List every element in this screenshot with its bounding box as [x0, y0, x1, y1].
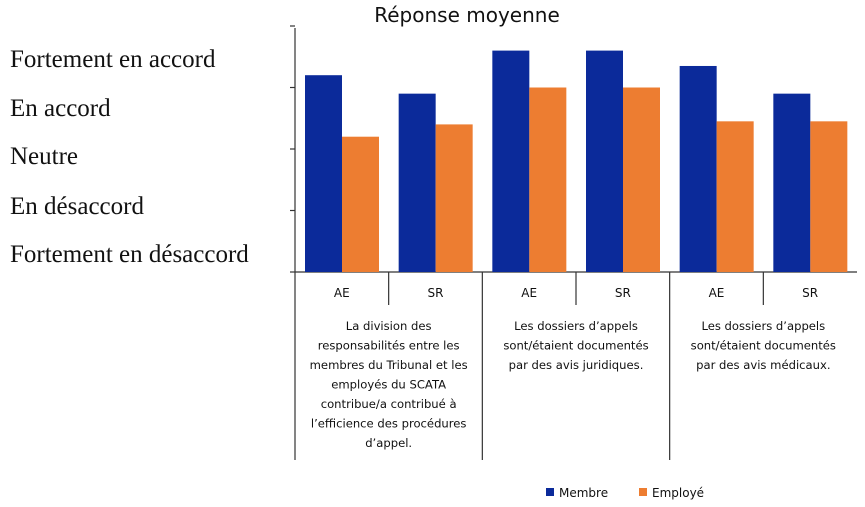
x-tick-label: SR	[428, 286, 444, 300]
y-scale-label: Fortement en désaccord	[10, 241, 249, 268]
group-label-line: l’efficience des procédures	[311, 417, 467, 431]
x-tick-label: AE	[521, 286, 537, 300]
group-label-line: Les dossiers d’appels	[514, 319, 638, 333]
bar-employé	[342, 136, 379, 272]
bar-membre	[492, 50, 530, 272]
group-label-line: membres du Tribunal et les	[310, 358, 468, 372]
y-scale-label: En désaccord	[10, 193, 144, 220]
bar-membre	[773, 93, 811, 273]
x-tick-label: AE	[709, 286, 725, 300]
bar-employé	[716, 121, 754, 272]
y-scale-label: Fortement en accord	[10, 46, 216, 73]
legend: Membre Employé	[546, 486, 704, 500]
group-label-line: par des avis médicaux.	[696, 358, 830, 372]
legend-label: Membre	[559, 486, 608, 500]
y-scale-labels: Fortement en accord En accord Neutre En dés…	[10, 46, 249, 268]
group-label-line: sont/étaient documentés	[691, 339, 836, 353]
group-label-line: Les dossiers d’appels	[701, 319, 825, 333]
x-tick-label: SR	[802, 286, 818, 300]
x-tick-label: SR	[615, 286, 631, 300]
bars	[305, 50, 848, 273]
group-label-line: contribue/a contribué à	[321, 397, 457, 411]
bar-employé	[810, 121, 848, 272]
bar-employé	[435, 124, 473, 273]
legend-label: Employé	[652, 486, 704, 500]
bar-membre	[305, 75, 342, 272]
group-label-line: d’appel.	[365, 436, 412, 450]
bar-membre	[398, 93, 436, 273]
chart-title: Réponse moyenne	[374, 3, 560, 27]
group-label-line: par des avis juridiques.	[509, 358, 644, 372]
bar-membre	[586, 50, 623, 272]
bar-membre	[679, 65, 717, 272]
y-scale-label: En accord	[10, 95, 111, 122]
bar-employé	[623, 87, 660, 272]
group-label-line: La division des	[346, 319, 432, 333]
bar-employé	[529, 87, 567, 272]
y-scale-label: Neutre	[10, 143, 78, 170]
legend-swatch-employé	[639, 488, 647, 496]
group-label-line: employés du SCATA	[331, 378, 446, 392]
x-axis-labels: AE SR La division des responsabilités entre…	[310, 272, 836, 460]
legend-swatch-membre	[546, 488, 554, 496]
x-tick-label: AE	[334, 286, 350, 300]
group-label-line: responsabilités entre les	[318, 339, 460, 353]
group-label-line: sont/étaient documentés	[503, 339, 648, 353]
